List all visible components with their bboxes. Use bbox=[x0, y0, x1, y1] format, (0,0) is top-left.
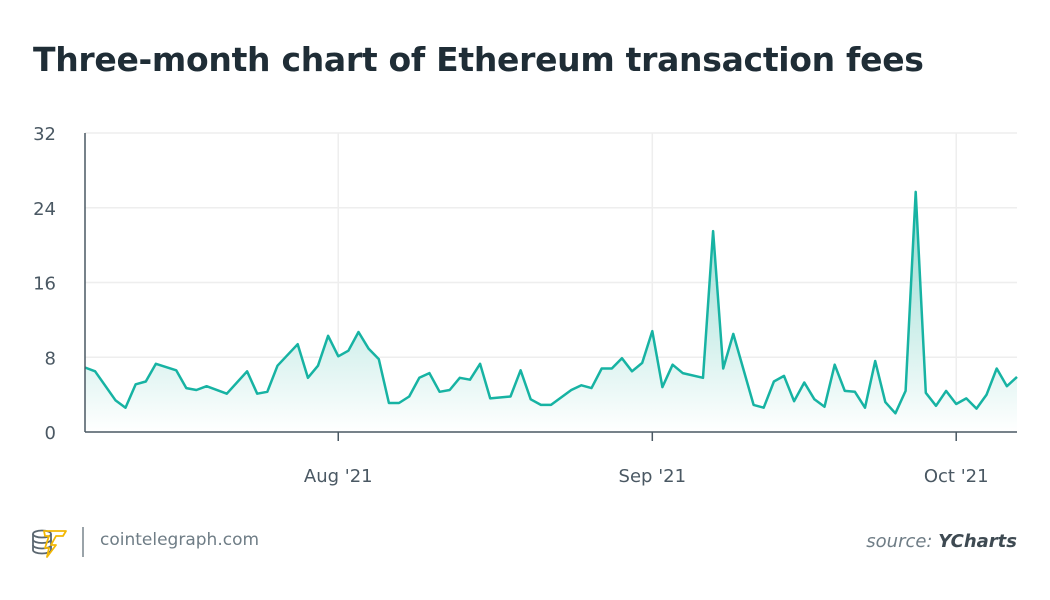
series-line bbox=[84, 190, 1018, 415]
chart-title: Three-month chart of Ethereum transactio… bbox=[33, 40, 924, 79]
source-credit: source: YCharts bbox=[866, 531, 1017, 552]
y-tick-label: 16 bbox=[33, 274, 56, 295]
x-tick-label: Aug '21 bbox=[304, 466, 373, 487]
footer-divider bbox=[82, 527, 84, 557]
source-name: YCharts bbox=[938, 531, 1017, 552]
source-prefix: source: bbox=[866, 531, 933, 552]
y-tick-label: 32 bbox=[33, 124, 56, 145]
x-tick-label: Oct '21 bbox=[924, 466, 989, 487]
site-link[interactable]: cointelegraph.com bbox=[100, 530, 260, 550]
x-tick-label: Sep '21 bbox=[619, 466, 687, 487]
area-fill bbox=[85, 191, 1017, 432]
y-tick-label: 24 bbox=[33, 199, 56, 220]
cointelegraph-logo bbox=[30, 527, 70, 563]
y-tick-label: 0 bbox=[45, 423, 56, 444]
y-tick-label: 8 bbox=[45, 348, 56, 369]
